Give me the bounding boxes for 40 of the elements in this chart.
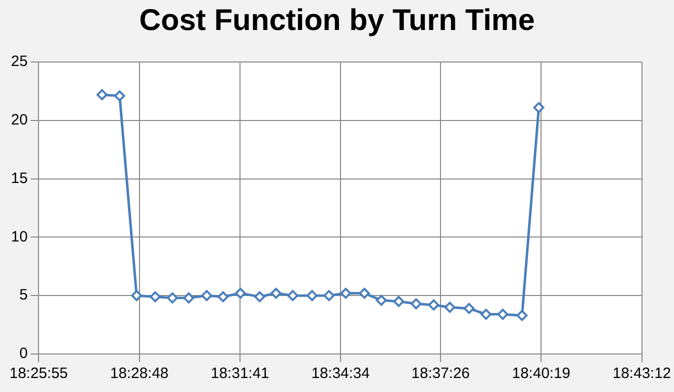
chart-title: Cost Function by Turn Time <box>138 4 536 38</box>
point <box>464 302 475 314</box>
point <box>480 308 492 320</box>
point <box>166 292 178 304</box>
point <box>428 299 440 310</box>
y-tick-label: 5 <box>19 286 28 304</box>
point <box>410 298 422 310</box>
x-tick-label: 18:25:55 <box>9 365 68 382</box>
point <box>324 290 334 302</box>
point <box>306 290 318 302</box>
point <box>393 296 404 307</box>
x-tick-label: 18:31:41 <box>210 365 270 382</box>
point <box>201 290 212 302</box>
point <box>218 291 229 302</box>
x-tick-label: 18:28:48 <box>110 365 169 382</box>
point <box>183 292 194 304</box>
x-tick-label: 18:43:12 <box>612 365 671 382</box>
point <box>150 291 161 302</box>
point <box>270 288 282 299</box>
point <box>287 290 298 302</box>
point <box>234 288 246 299</box>
point <box>96 89 108 100</box>
point <box>497 308 508 320</box>
point <box>533 102 544 114</box>
y-tick-label: 15 <box>10 170 28 187</box>
point <box>340 288 352 299</box>
x-tick-label: 18:37:26 <box>411 365 470 382</box>
y-tick-label: 20 <box>10 112 28 129</box>
point <box>516 310 528 321</box>
point <box>358 288 370 299</box>
x-tick-label: 18:40:19 <box>512 365 570 382</box>
point <box>444 302 456 313</box>
y-tick-label: 10 <box>10 228 28 246</box>
y-tick-label: 25 <box>10 53 28 70</box>
point <box>376 294 387 306</box>
point <box>114 90 126 102</box>
point <box>131 290 142 302</box>
point <box>254 291 266 302</box>
y-tick-label: 0 <box>19 345 28 362</box>
x-tick-label: 18:34:34 <box>311 365 370 382</box>
